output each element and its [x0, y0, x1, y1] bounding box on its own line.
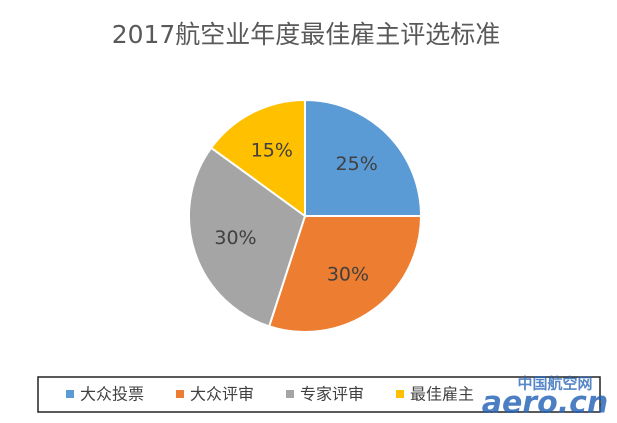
- legend-label: 大众投票: [80, 385, 144, 404]
- legend-box: [37, 376, 601, 413]
- data-label: 30%: [214, 227, 256, 249]
- legend-label: 大众评审: [190, 385, 254, 404]
- legend-swatch: [66, 390, 74, 398]
- pie-slice: [267, 215, 423, 333]
- data-label: 30%: [327, 264, 369, 286]
- chart-title: 2017航空业年度最佳雇主评选标准: [112, 20, 501, 49]
- data-label: 15%: [251, 139, 293, 161]
- data-label: 25%: [336, 153, 378, 175]
- legend-label: 专家评审: [300, 385, 364, 404]
- legend-label: 最佳雇主: [410, 385, 474, 404]
- legend-swatch: [286, 390, 294, 398]
- pie-slice: [304, 98, 423, 217]
- legend-swatch: [176, 390, 184, 398]
- legend-swatch: [396, 390, 404, 398]
- pie-slice: [188, 146, 307, 328]
- watermark: aero.cn: [482, 386, 609, 421]
- pie-slice: [209, 98, 306, 218]
- legend: 大众投票 大众评审 专家评审 最佳雇主: [66, 385, 474, 404]
- watermark-top: 中国航空网: [517, 375, 592, 393]
